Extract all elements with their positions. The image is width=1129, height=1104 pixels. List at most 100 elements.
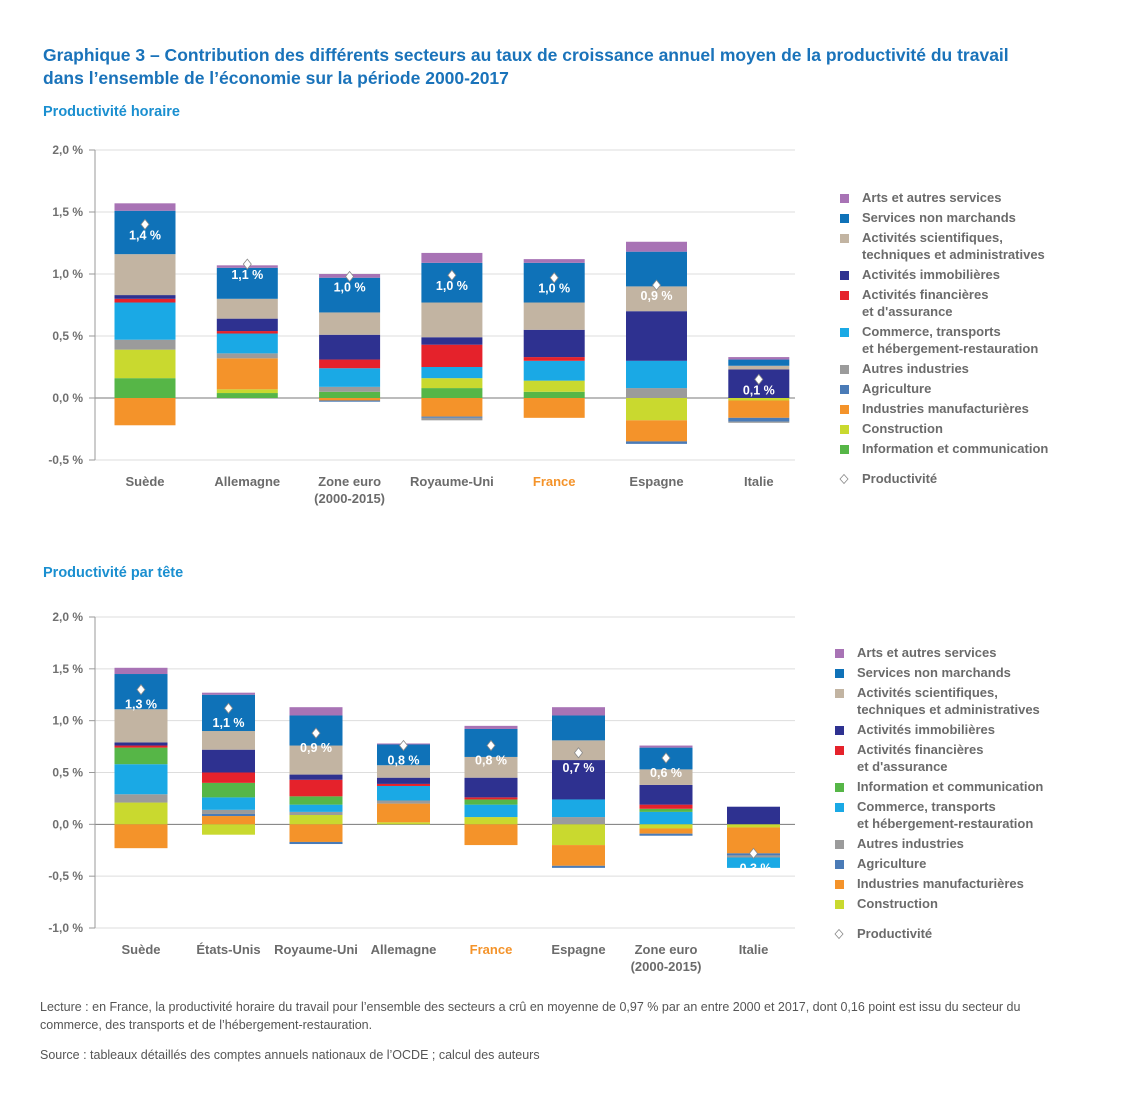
bar-segment-info	[289, 796, 343, 805]
legend-label-immo: Activités immobilières	[857, 722, 995, 737]
legend-label-commerce: et hébergement-restauration	[857, 816, 1033, 831]
per-head-productivity-chart: -1,0 % -0,5 % 0,0 % 0,5 % 1,0 % 1,5 % 2,0 % 1,3…	[48, 610, 1043, 974]
bar-segment-agri	[421, 416, 483, 418]
bar-segment-manuf	[114, 824, 168, 849]
bar-segment-commerce	[216, 333, 278, 354]
legend-swatch-immo	[840, 271, 849, 280]
bar-segment-agri	[639, 833, 693, 836]
bar-segment-sci	[114, 709, 168, 743]
bar-segment-manuf	[552, 845, 605, 866]
bar-segment-info	[421, 388, 483, 398]
productivity-marker	[651, 279, 662, 291]
bar-segment-sci	[421, 302, 483, 338]
bar-segment-fin	[523, 357, 585, 361]
legend-label-autres: Autres industries	[862, 361, 969, 376]
legend-swatch-fin	[840, 291, 849, 300]
legend-swatch-nonmarch	[840, 214, 849, 223]
bar-segment-commerce	[464, 804, 518, 818]
productivity-label: 0,8 %	[475, 754, 507, 768]
legend-swatch-autres	[840, 365, 849, 374]
bar-segment-arts	[464, 725, 518, 729]
bar-segment-manuf	[319, 398, 381, 401]
legend-label-productivite: Productivité	[862, 471, 937, 486]
bar-segment-immo	[114, 295, 176, 299]
legend-swatch-commerce	[835, 803, 844, 812]
bar-segment-autres	[421, 417, 483, 421]
bar-segment-manuf	[728, 400, 790, 418]
bar-segment-agri	[202, 813, 255, 817]
productivity-marker	[223, 702, 234, 714]
bar-segment-info	[202, 782, 255, 798]
legend-swatch-nonmarch	[835, 669, 844, 678]
x-category-label: Zone euro	[318, 474, 381, 489]
bar-segment-info	[216, 393, 278, 398]
legend-productivity-marker	[839, 473, 849, 485]
productivity-label: 0,7 %	[563, 761, 595, 775]
legend-label-sci: Activités scientifiques,	[862, 230, 1003, 245]
productivity-marker	[748, 847, 759, 860]
bar-segment-manuf	[626, 420, 687, 442]
legend-swatch-fin	[835, 746, 844, 755]
bar-segment-agri	[728, 417, 790, 422]
x-category-label: Suède	[125, 474, 164, 489]
bar-segment-sci	[377, 765, 430, 778]
bar-segment-manuf	[639, 828, 693, 834]
bar-segment-immo	[464, 777, 518, 798]
hourly-productivity-chart: -0,5 % 0,0 % 0,5 % 1,0 % 1,5 % 2,0 % 1,4 % Suèd…	[48, 143, 1048, 506]
legend-label-commerce: et hébergement-restauration	[862, 341, 1038, 356]
x-category-label: France	[533, 474, 576, 489]
bar-segment-commerce	[639, 811, 693, 825]
bar-segment-commerce	[202, 797, 255, 810]
productivity-marker	[549, 272, 559, 284]
bar-segment-immo	[377, 777, 430, 784]
bar-segment-immo	[319, 334, 381, 360]
y-tick-label: 0,5 %	[52, 329, 83, 343]
bar-segment-arts	[626, 241, 687, 252]
bar-segment-fin	[114, 745, 168, 748]
bar-segment-commerce	[552, 799, 605, 818]
legend-label-constr: Construction	[857, 896, 938, 911]
productivity-marker	[345, 270, 355, 283]
bar-segment-sci	[319, 312, 381, 335]
bar-segment-sci	[464, 756, 518, 778]
legend-swatch-constr	[835, 900, 844, 909]
bar-segment-nonmarch	[377, 744, 430, 766]
bar-segment-manuf	[421, 398, 483, 417]
bar-segment-arts	[202, 692, 255, 695]
x-category-label: Italie	[739, 942, 769, 957]
bar-segment-nonmarch	[552, 715, 605, 741]
x-category-label: (2000-2015)	[314, 491, 385, 506]
legend-label-manuf: Industries manufacturières	[857, 876, 1024, 891]
bar-segment-nonmarch	[216, 267, 278, 299]
productivity-marker	[398, 739, 409, 752]
bar-segment-manuf	[464, 824, 518, 846]
x-category-label: Espagne	[551, 942, 605, 957]
bar-segment-constr	[421, 378, 483, 389]
bar-segment-commerce	[626, 360, 687, 389]
bar-segment-agri	[319, 400, 381, 402]
bar-segment-commerce	[114, 302, 176, 340]
productivity-label: 1,0 %	[538, 282, 570, 296]
legend-swatch-info	[840, 445, 849, 454]
bar-segment-manuf	[216, 358, 278, 390]
productivity-label: 0,6 %	[650, 766, 682, 780]
bar-segment-immo	[114, 742, 168, 746]
productivity-label: 1,3 %	[125, 698, 157, 712]
bar-segment-commerce	[377, 785, 430, 801]
bar-segment-manuf	[289, 824, 343, 842]
legend-label-info: Information et communication	[857, 779, 1043, 794]
bar-segment-autres	[114, 794, 168, 803]
productivity-label: 1,4 %	[129, 228, 161, 242]
bar-segment-fin	[377, 783, 430, 786]
legend-label-arts: Arts et autres services	[862, 190, 1001, 205]
bar-segment-constr	[377, 822, 430, 825]
bar-segment-immo	[421, 337, 483, 345]
bar-segment-sci	[202, 731, 255, 750]
bar-segment-immo	[289, 774, 343, 780]
bar-segment-autres	[114, 339, 176, 350]
bar-segment-arts	[289, 707, 343, 716]
bar-segment-nonmarch	[421, 262, 483, 303]
legend-swatch-agri	[835, 860, 844, 869]
y-tick-label: 1,5 %	[52, 205, 83, 219]
bar-segment-autres	[552, 817, 605, 825]
